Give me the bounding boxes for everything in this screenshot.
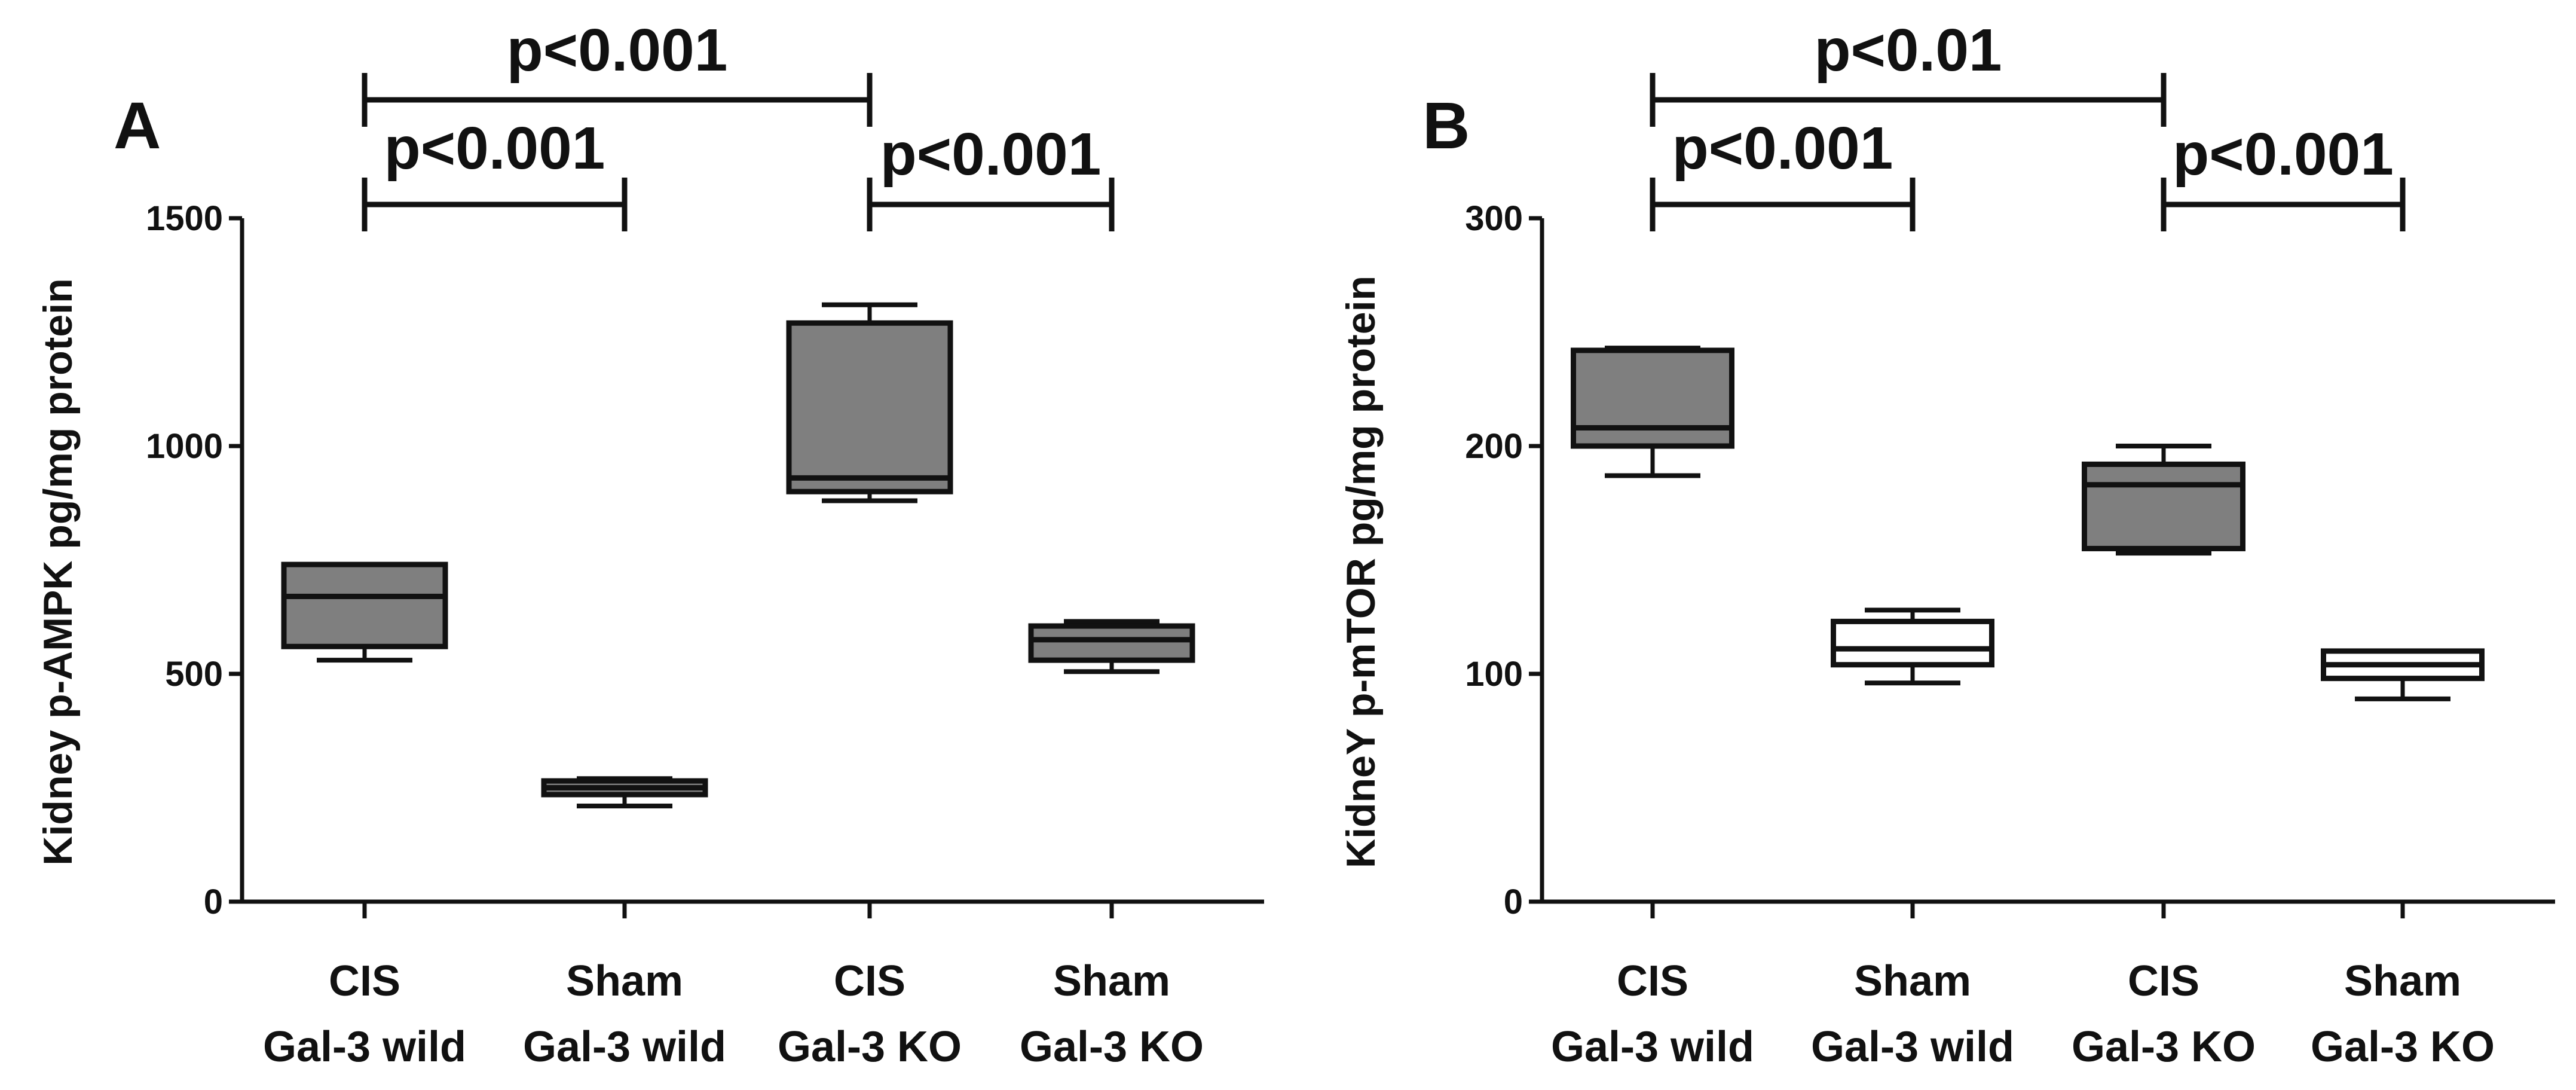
y-axis-title: Kidney p-AMPK pg/mg protein <box>35 278 81 865</box>
x-tick-label: CIS <box>834 957 905 1005</box>
box-body <box>2082 461 2245 551</box>
panel-letter: A <box>114 89 161 163</box>
y-tick-label: 500 <box>165 655 223 694</box>
significance-label: p<0.001 <box>2173 121 2394 188</box>
x-tick-label: Gal-3 KO <box>2072 1023 2256 1071</box>
x-tick-label: Gal-3 wild <box>263 1023 466 1071</box>
box-body <box>786 320 953 494</box>
y-tick-label: 100 <box>1465 655 1523 694</box>
x-tick-label: Gal-3 KO <box>778 1023 962 1071</box>
panel-letter: B <box>1422 89 1470 163</box>
x-tick-label: Gal-3 KO <box>2311 1023 2495 1071</box>
y-tick-label: 200 <box>1465 427 1523 466</box>
x-tick-label: Sham <box>2344 957 2461 1005</box>
significance-label: p<0.01 <box>1814 17 2002 84</box>
x-tick-label: Sham <box>1053 957 1170 1005</box>
box-body <box>281 561 448 649</box>
significance-label: p<0.001 <box>384 115 605 182</box>
x-tick-label: Gal-3 KO <box>1020 1023 1204 1071</box>
x-tick-label: CIS <box>1617 957 1688 1005</box>
x-tick-label: CIS <box>2128 957 2199 1005</box>
panel-b: B 0 100 200 300 KidneY p-mTOR pg/mg protein CI… <box>1338 17 2555 1071</box>
y-tick-label: 1000 <box>146 427 223 466</box>
y-axis-title: KidneY p-mTOR pg/mg protein <box>1338 276 1384 868</box>
significance-label: p<0.001 <box>1672 115 1893 182</box>
x-tick-label: Gal-3 wild <box>1811 1023 2014 1071</box>
x-tick-label: Gal-3 wild <box>1551 1023 1754 1071</box>
x-tick-label: Gal-3 wild <box>523 1023 726 1071</box>
x-tick-label: Sham <box>1854 957 1971 1005</box>
significance-label: p<0.001 <box>880 121 1102 188</box>
y-tick-label: 300 <box>1465 199 1523 238</box>
x-tick-label: Sham <box>566 957 683 1005</box>
box-body <box>1831 618 1994 668</box>
panel-a: A 0 500 1000 1500 Kidney p-AMPK pg/mg protein… <box>35 17 1264 1071</box>
box-body <box>1571 347 1734 449</box>
x-tick-label: CIS <box>329 957 400 1005</box>
box-body <box>1028 623 1195 663</box>
y-tick-label: 0 <box>204 883 223 921</box>
significance-label: p<0.001 <box>507 17 728 84</box>
y-tick-label: 0 <box>1504 883 1523 921</box>
y-tick-label: 1500 <box>146 199 223 238</box>
